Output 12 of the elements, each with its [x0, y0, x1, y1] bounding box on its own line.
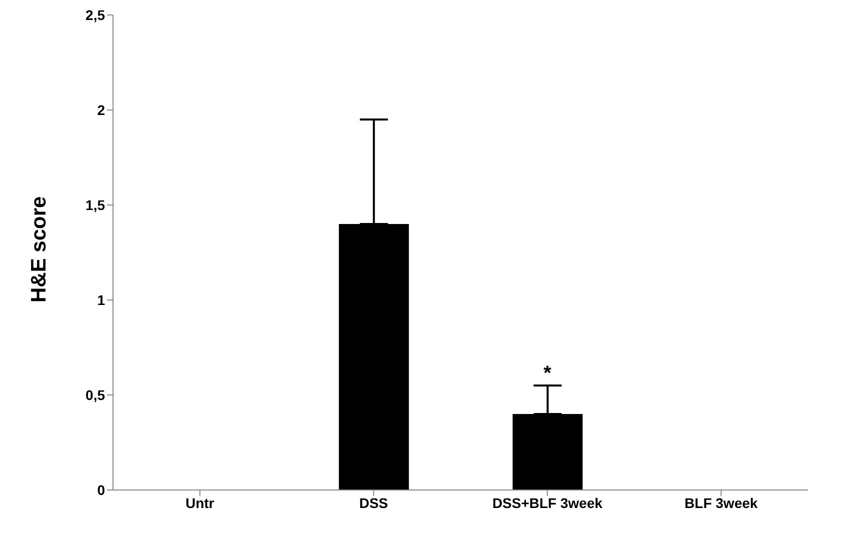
x-tick-label: Untr [185, 494, 215, 511]
x-tick-label: BLF 3week [684, 494, 758, 511]
x-tick-label: DSS+BLF 3week [492, 494, 603, 511]
y-axis-title: H&E score [27, 196, 50, 302]
y-tick-label: 0,5 [86, 386, 106, 403]
annotation: * [543, 362, 552, 384]
y-tick-label: 2 [97, 102, 106, 118]
x-tick-label: DSS [359, 494, 388, 511]
y-tick-label: 2,5 [86, 6, 106, 23]
y-tick-label: 1 [97, 292, 106, 308]
y-tick-label: 0 [97, 482, 106, 498]
y-tick-label: 1,5 [86, 196, 106, 213]
